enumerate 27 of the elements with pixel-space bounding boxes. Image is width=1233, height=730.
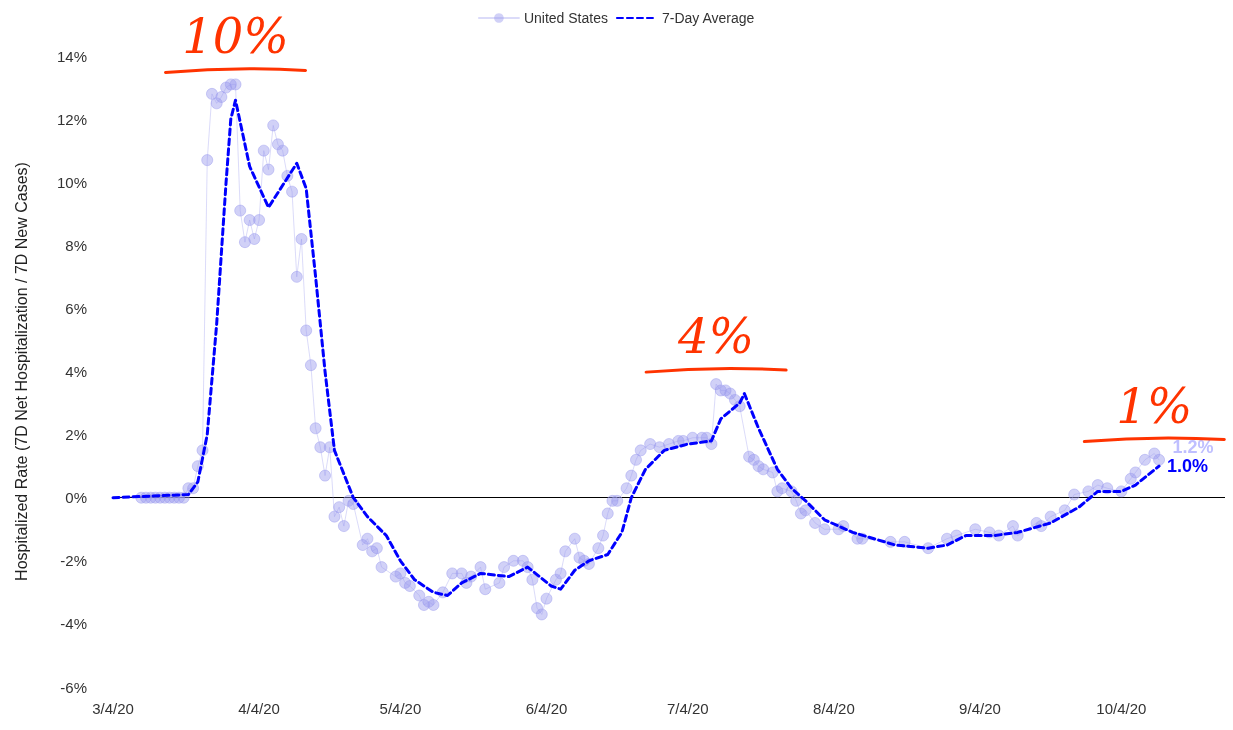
data-label: 1.0% (1167, 456, 1209, 477)
x-tick-label: 4/4/20 (238, 700, 280, 717)
x-tick-label: 6/4/20 (525, 700, 568, 717)
y-axis-title: Hospitalized Rate (7D Net Hospitalization / 7D New Cases) (12, 162, 30, 581)
y-tick-label: -2% (60, 552, 87, 570)
annotation: 4% (677, 308, 755, 365)
y-tick-label: 2% (65, 426, 87, 444)
y-tick-label: 12% (56, 110, 87, 128)
x-tick-label: 7/4/20 (666, 700, 709, 717)
y-tick-label: 6% (65, 299, 87, 317)
annotation: 10% (182, 8, 289, 65)
y-tick-label: 14% (56, 47, 87, 65)
y-tick-label: 0% (65, 489, 87, 507)
x-tick-label: 10/4/20 (1096, 700, 1147, 717)
x-tick-label: 5/4/20 (379, 700, 422, 717)
legend-label: United States (523, 10, 608, 26)
data-label: 1.2% (1172, 436, 1214, 457)
legend-label: 7-Day Average (661, 10, 755, 26)
y-tick-label: -6% (60, 678, 87, 696)
x-tick-label: 3/4/20 (92, 700, 134, 717)
annotation: 1% (1116, 377, 1193, 434)
y-tick-label: 8% (65, 236, 87, 254)
x-tick-label: 9/4/20 (959, 700, 1001, 717)
x-tick-label: 8/4/20 (813, 700, 855, 717)
y-tick-label: -4% (60, 615, 87, 633)
y-tick-label: 10% (56, 173, 87, 191)
y-tick-label: 4% (65, 363, 87, 380)
